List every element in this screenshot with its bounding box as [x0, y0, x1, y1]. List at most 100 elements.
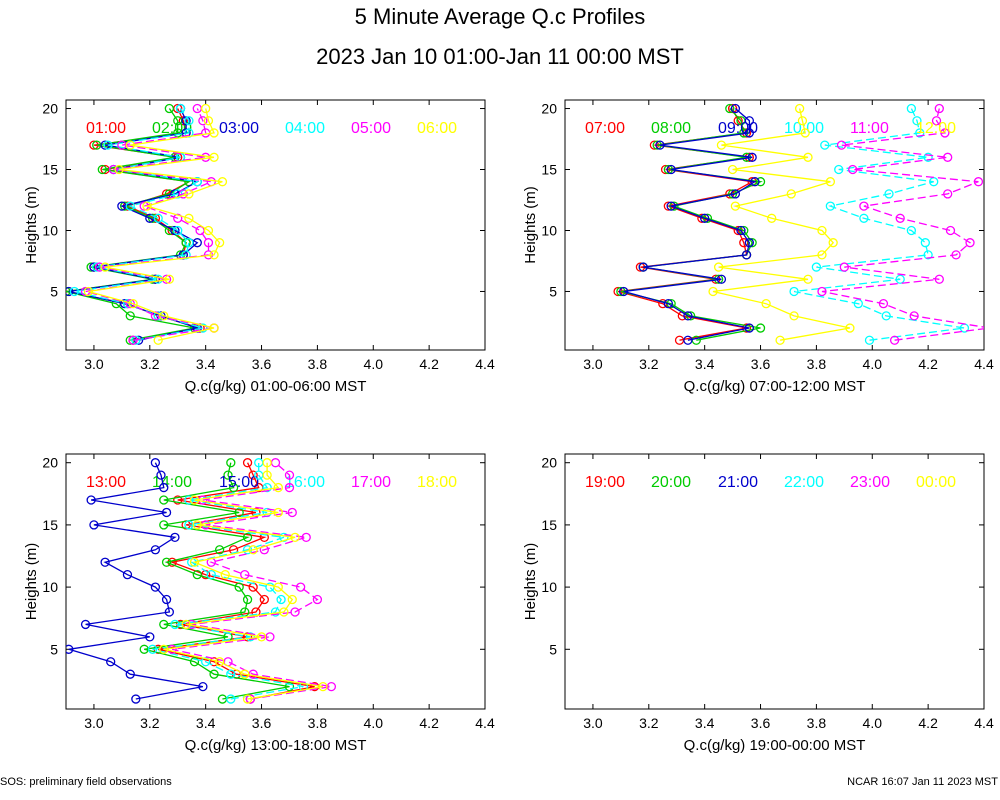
data-point: [150, 582, 161, 592]
x-tick-label: 3.0: [84, 715, 104, 731]
data-point: [66, 644, 74, 654]
data-point: [159, 520, 169, 530]
data-point: [270, 458, 281, 468]
data-point: [727, 164, 738, 175]
data-point: [931, 116, 942, 126]
data-point: [164, 103, 175, 114]
data-point: [242, 694, 253, 704]
data-point: [708, 286, 718, 297]
legend-entry: 18:00: [417, 474, 457, 491]
data-point: [744, 128, 755, 138]
data-point: [189, 557, 200, 567]
data-point: [245, 632, 256, 642]
x-tick-label: 3.8: [308, 356, 328, 372]
series-line-0400: [74, 108, 204, 341]
y-axis-label: Heights (m): [522, 543, 539, 621]
legend-entry: 03:00: [219, 120, 259, 137]
data-point: [920, 238, 930, 248]
data-point: [845, 323, 855, 333]
y-tick-label: 20: [541, 101, 557, 117]
data-point: [173, 213, 183, 223]
series-line-0900: [623, 108, 757, 341]
data-point: [259, 594, 269, 605]
data-point: [201, 657, 211, 667]
x-tick-label: 4.0: [863, 356, 883, 372]
data-point: [97, 164, 107, 175]
y-tick-label: 10: [541, 579, 557, 595]
x-tick-label: 4.4: [475, 715, 495, 731]
data-point: [713, 262, 724, 272]
data-point: [820, 140, 830, 150]
x-tick-label: 4.2: [419, 356, 439, 372]
chart-subtitle: 2023 Jan 10 01:00-Jan 11 00:00 MST: [316, 44, 684, 69]
plot-frame: [564, 99, 985, 351]
legend-entry: 23:00: [850, 474, 890, 491]
x-tick-label: 3.4: [196, 356, 216, 372]
data-point: [226, 458, 236, 468]
data-point: [159, 495, 169, 505]
x-tick-label: 3.0: [583, 356, 603, 372]
data-point: [223, 470, 233, 480]
data-point: [198, 681, 208, 692]
data-point: [727, 103, 738, 114]
data-point: [744, 238, 755, 248]
data-point: [184, 495, 194, 505]
data-point: [142, 201, 152, 211]
data-point: [173, 225, 183, 236]
data-point: [655, 140, 665, 150]
data-point: [173, 495, 183, 505]
x-tick-label: 3.2: [639, 715, 659, 731]
data-point: [209, 152, 219, 162]
data-point: [86, 495, 96, 505]
x-tick-label: 4.4: [475, 356, 495, 372]
data-point: [287, 507, 297, 518]
x-tick-label: 3.6: [751, 356, 771, 372]
series-line-1400: [144, 462, 290, 700]
data-point: [663, 299, 674, 309]
data-point: [906, 103, 917, 114]
x-tick-label: 3.8: [807, 356, 827, 372]
data-point: [747, 152, 757, 162]
data-point: [789, 286, 799, 297]
legend-entry: 19:00: [585, 474, 625, 491]
x-tick-label: 3.8: [807, 715, 827, 731]
legend-entry: 00:00: [916, 474, 956, 491]
data-point: [181, 619, 191, 630]
data-point: [273, 482, 283, 493]
data-point: [203, 225, 214, 236]
data-point: [284, 470, 295, 480]
data-point: [273, 582, 283, 592]
data-point: [159, 619, 169, 630]
data-point: [923, 250, 933, 260]
legend-entry: 07:00: [585, 120, 625, 137]
data-point: [256, 632, 267, 642]
y-tick-label: 5: [549, 641, 557, 657]
data-point: [234, 582, 244, 592]
data-point: [159, 644, 169, 654]
data-point: [881, 311, 891, 321]
data-point: [284, 482, 295, 493]
data-point: [150, 545, 161, 555]
chart-title: 5 Minute Average Q.c Profiles: [354, 4, 646, 29]
data-point: [125, 669, 135, 679]
data-point: [106, 657, 116, 667]
data-point: [951, 250, 961, 260]
data-point: [242, 458, 253, 468]
data-point: [69, 286, 80, 297]
data-point: [108, 164, 119, 175]
legend-entry: 04:00: [285, 120, 325, 137]
data-point: [153, 213, 163, 223]
data-point: [198, 116, 208, 126]
series-line-1500: [68, 462, 204, 700]
data-point: [103, 140, 113, 150]
x-tick-label: 3.4: [695, 715, 715, 731]
series-line-1600: [152, 462, 304, 700]
series-line-0600: [88, 108, 223, 341]
x-tick-label: 3.0: [84, 356, 104, 372]
legend-entry: 11:00: [850, 120, 889, 137]
plot-frame: [65, 453, 486, 710]
data-point: [666, 201, 676, 211]
data-point: [259, 545, 269, 555]
data-point: [175, 103, 186, 114]
y-tick-label: 10: [42, 222, 58, 238]
